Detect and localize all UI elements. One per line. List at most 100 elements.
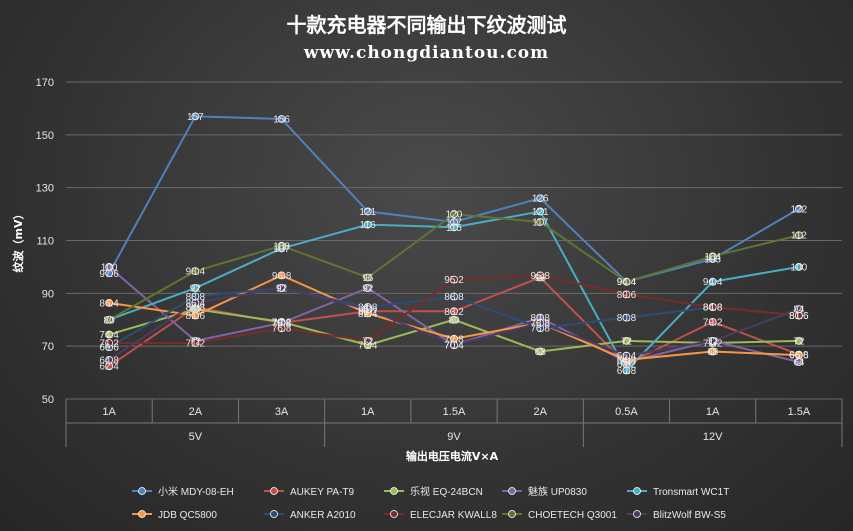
point-7-3 <box>363 336 372 345</box>
legend-label-8: CHOETECH Q3001 <box>528 510 617 521</box>
data-label-1-0: 62.4 <box>99 362 119 373</box>
point-9-5 <box>536 319 545 327</box>
data-label-9-1: 86.4 <box>186 298 206 309</box>
data-label-0-4: 117 <box>446 218 462 229</box>
point-0-2 <box>277 115 286 123</box>
data-label-6-6: 80.8 <box>617 313 637 324</box>
legend-label-2: 乐视 EQ-24BCN <box>410 485 483 498</box>
point-2-6 <box>622 336 631 345</box>
legend-marker-2 <box>390 487 398 495</box>
legend-marker-1 <box>270 487 278 495</box>
data-label-8-7: 104 <box>704 252 721 263</box>
y-tick-label-0: 50 <box>42 394 54 406</box>
y-tick-label-6: 170 <box>36 77 54 89</box>
data-label-5-0: 86.4 <box>99 298 119 309</box>
x-tick-label-1: 2A <box>189 406 203 418</box>
point-0-8 <box>794 204 803 213</box>
point-2-8 <box>794 336 803 345</box>
point-3-0 <box>105 263 114 271</box>
legend-marker-6 <box>270 510 278 518</box>
data-label-8-2: 108 <box>273 241 290 252</box>
point-7-6 <box>622 290 631 299</box>
data-label-4-6: 60.8 <box>617 366 637 377</box>
point-9-0 <box>105 356 114 364</box>
legend-label-1: AUKEY PA-T9 <box>290 487 355 498</box>
chart-subtitle: www.chongdiantou.com <box>303 43 549 63</box>
point-4-4 <box>450 223 458 232</box>
data-label-9-8: 84 <box>793 305 805 316</box>
data-label-6-2: 92 <box>276 284 288 295</box>
y-tick-label-2: 90 <box>42 288 54 300</box>
data-label-1-6: 63.2 <box>617 360 637 371</box>
data-label-7-1: 71.2 <box>186 338 206 349</box>
y-tick-label-5: 150 <box>36 130 54 142</box>
point-0-5 <box>536 194 545 203</box>
point-5-7 <box>708 347 717 356</box>
data-label-2-7: 71.2 <box>703 338 723 349</box>
data-label-4-3: 116 <box>360 220 376 231</box>
point-8-4 <box>450 210 458 218</box>
data-label-6-8: 81.6 <box>789 311 809 322</box>
point-8-8 <box>794 231 803 240</box>
data-label-3-8: 64 <box>793 358 805 369</box>
data-label-1-1: 84.8 <box>186 303 206 314</box>
data-label-5-8: 66.6 <box>789 351 809 362</box>
data-label-3-6: 64 <box>621 358 633 369</box>
point-4-3 <box>363 220 372 229</box>
legend-marker-0 <box>138 487 146 495</box>
data-label-5-3: 82.4 <box>358 309 378 320</box>
point-7-4 <box>450 275 458 284</box>
data-label-8-8: 112 <box>791 231 807 242</box>
data-label-9-4: 70.4 <box>444 341 464 352</box>
point-9-3 <box>363 305 372 314</box>
data-label-6-5: 76.8 <box>530 324 550 335</box>
legend-label-5: JDB QC5800 <box>158 510 217 521</box>
x-tick-label-2: 3A <box>275 406 289 418</box>
data-label-8-3: 96 <box>362 273 374 284</box>
data-label-9-6: 66.4 <box>617 351 637 362</box>
data-label-1-8: 66.8 <box>789 350 809 361</box>
data-label-7-3: 72 <box>362 336 374 347</box>
point-8-0 <box>105 315 114 324</box>
x-tick-label-0: 1A <box>102 406 116 418</box>
x-group-label-2: 12V <box>703 431 723 443</box>
data-label-6-7: 84.8 <box>703 303 723 314</box>
point-6-6 <box>622 313 631 322</box>
data-label-8-5: 117 <box>532 218 548 229</box>
x-axis-title: 输出电压电流V×A <box>406 449 499 463</box>
data-label-6-0: 69.6 <box>99 343 119 354</box>
gridlines <box>65 81 843 447</box>
legend-marker-8 <box>508 510 516 518</box>
data-label-4-0: 80 <box>104 315 116 326</box>
legend-label-4: Tronsmart WC1T <box>653 487 729 498</box>
data-label-9-0: 64.8 <box>99 355 119 366</box>
x-tick-label-5: 2A <box>533 406 547 418</box>
legend: 小米 MDY-08-EH AUKEY PA-T9 乐视 EQ-24BCN 魅族 UP0… <box>132 485 729 521</box>
point-6-4 <box>450 292 458 301</box>
data-label-5-1: 81.6 <box>186 311 206 322</box>
legend-label-9: BlitzWolf BW-S5 <box>653 510 726 521</box>
data-label-0-6: 94.4 <box>617 277 637 288</box>
data-label-2-5: 68 <box>535 347 547 358</box>
data-label-0-7: 103 <box>704 254 721 265</box>
data-label-3-7: 72 <box>707 336 719 347</box>
legend-label-7: ELECJAR KWALL8 <box>410 510 497 521</box>
data-label-2-4: 80 <box>448 315 460 326</box>
data-label-8-6: 94.4 <box>617 277 637 288</box>
data-label-2-6: 72 <box>621 336 633 347</box>
legend-marker-3 <box>508 487 516 495</box>
point-9-8 <box>794 305 803 314</box>
x-tick-label-6: 0.5A <box>615 406 638 418</box>
data-label-7-2: 76.8 <box>272 324 292 335</box>
point-8-2 <box>277 241 286 250</box>
point-8-1 <box>191 267 200 276</box>
data-label-2-0: 74.4 <box>99 330 119 341</box>
data-label-8-1: 98.4 <box>186 267 206 278</box>
series-line-0 <box>108 115 800 283</box>
data-label-3-1: 72 <box>190 336 202 347</box>
data-label-6-3: 84.8 <box>358 303 378 314</box>
data-label-1-3: 83.2 <box>358 307 378 318</box>
data-label-7-5: 96.8 <box>530 271 550 282</box>
point-7-2 <box>277 324 286 333</box>
data-label-5-5: 78.8 <box>530 318 550 329</box>
